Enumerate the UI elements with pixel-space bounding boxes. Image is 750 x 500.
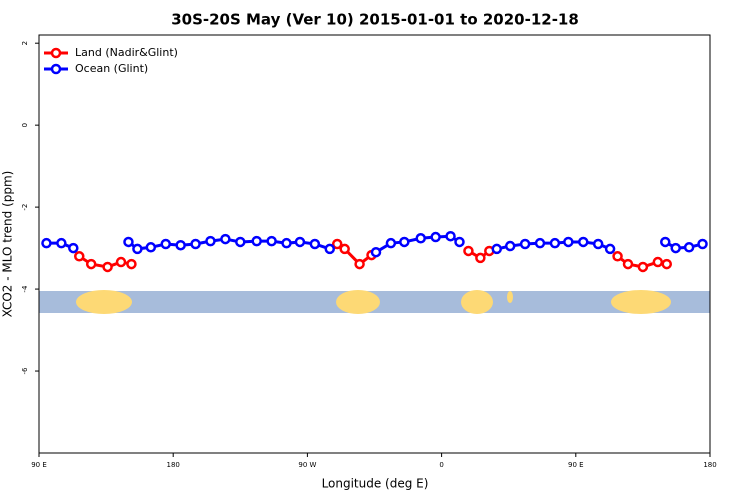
y-tick-label: 0 <box>21 123 29 127</box>
chart-title: 30S-20S May (Ver 10) 2015-01-01 to 2020-… <box>171 11 579 29</box>
point <box>309 238 321 250</box>
legend-label: Ocean (Glint) <box>75 62 148 75</box>
point <box>622 258 634 270</box>
map-strip <box>39 290 710 314</box>
point <box>41 237 52 249</box>
point <box>175 239 186 251</box>
y-tick-label: -6 <box>21 367 29 375</box>
point <box>160 238 171 250</box>
point <box>102 261 113 273</box>
point <box>205 235 216 247</box>
land-blob <box>76 290 132 314</box>
point <box>56 237 67 249</box>
plot-frame <box>38 34 711 454</box>
land-blob <box>461 290 493 314</box>
legend-marker <box>50 47 62 59</box>
x-tick-label: 90 E <box>568 461 584 469</box>
point <box>331 238 343 250</box>
point <box>220 233 231 245</box>
point <box>324 243 336 255</box>
point <box>132 243 143 255</box>
x-axis-label: Longitude (deg E) <box>322 477 429 491</box>
legend-label: Land (Nadir&Glint) <box>75 46 178 59</box>
point <box>445 230 456 242</box>
land-blob <box>336 290 380 314</box>
point <box>399 236 410 248</box>
point <box>354 258 365 270</box>
point <box>145 242 157 253</box>
point <box>683 242 695 253</box>
point <box>612 251 623 262</box>
y-axis-label: XCO2 - MLO trend (ppm) <box>1 171 15 318</box>
y-tick-label: 2 <box>21 41 29 45</box>
point <box>660 236 671 248</box>
point <box>454 236 465 248</box>
point <box>415 233 426 244</box>
x-tick-label: 180 <box>167 461 180 469</box>
x-tick-label: 180 <box>703 461 716 469</box>
point <box>604 243 616 255</box>
y-tick-label: -4 <box>21 285 29 293</box>
point <box>251 235 262 247</box>
point <box>661 258 673 270</box>
point <box>563 236 574 248</box>
point <box>430 231 441 243</box>
point <box>670 242 681 254</box>
x-tick-label: 90 E <box>31 461 47 469</box>
point <box>370 246 382 258</box>
x-tick-label: 90 W <box>298 461 316 469</box>
point <box>68 242 79 254</box>
point <box>235 236 246 248</box>
point <box>491 243 503 255</box>
point <box>463 245 474 257</box>
y-tick-label: -2 <box>21 204 29 211</box>
point <box>115 256 127 268</box>
point <box>126 258 137 270</box>
point <box>592 238 604 250</box>
point <box>578 236 589 248</box>
legend-marker <box>50 63 62 75</box>
point <box>475 252 486 264</box>
point <box>652 256 664 268</box>
point <box>519 238 531 250</box>
point <box>549 237 561 249</box>
point <box>534 237 546 249</box>
point <box>123 236 134 248</box>
point <box>504 240 516 252</box>
point <box>294 236 306 248</box>
point <box>339 243 350 255</box>
point <box>190 238 201 250</box>
point <box>74 251 85 262</box>
point <box>697 238 708 250</box>
point <box>85 258 97 270</box>
land-blob <box>611 290 671 314</box>
point <box>385 237 397 249</box>
point <box>281 237 292 249</box>
point <box>637 261 649 273</box>
x-tick-label: 0 <box>439 461 443 469</box>
point <box>266 235 277 247</box>
land-blob <box>507 291 513 303</box>
